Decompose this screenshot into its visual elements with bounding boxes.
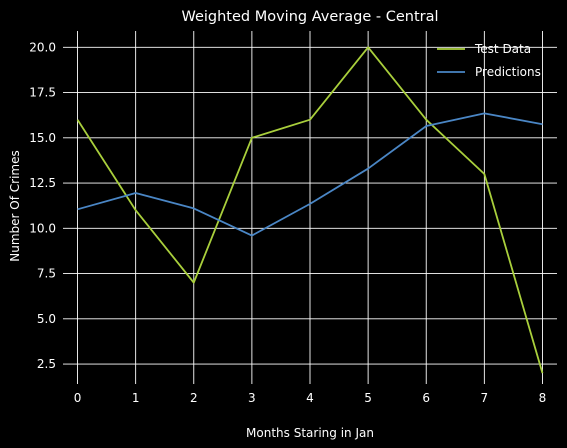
y-tick-label: 5.0 [37,312,56,326]
y-tick-label: 2.5 [37,357,56,371]
legend-label: Test Data [474,42,531,56]
y-axis-label: Number Of Crimes [8,150,22,261]
x-tick-label: 3 [248,391,256,405]
x-axis-label: Months Staring in Jan [246,426,374,440]
y-tick-labels: 2.5 5.0 7.5 10.0 12.5 15.0 17.5 20.0 [29,40,56,371]
series-line-test-data [76,46,544,374]
x-tick-label: 7 [481,391,489,405]
y-gridlines [63,46,557,365]
series-layer [76,46,544,374]
x-tick-label: 4 [306,391,314,405]
legend-label: Predictions [475,65,541,79]
x-tick-label: 5 [364,391,372,405]
y-tick-label: 17.5 [29,86,56,100]
y-tick-label: 10.0 [29,221,56,235]
x-tick-label: 2 [190,391,198,405]
y-tick-label: 12.5 [29,176,56,190]
chart-legend: Test Data Predictions [437,42,541,79]
chart-title: Weighted Moving Average - Central [181,9,438,25]
y-tick-label: 15.0 [29,131,56,145]
x-tick-label: 6 [422,391,430,405]
x-tick-labels: 0 1 2 3 4 5 6 7 8 [74,391,547,405]
y-tick-label: 20.0 [29,40,56,54]
y-tick-label: 7.5 [37,267,56,281]
x-tick-label: 8 [539,391,547,405]
x-tick-label: 0 [74,391,82,405]
series-line-predictions [77,112,543,237]
x-tick-label: 1 [132,391,140,405]
